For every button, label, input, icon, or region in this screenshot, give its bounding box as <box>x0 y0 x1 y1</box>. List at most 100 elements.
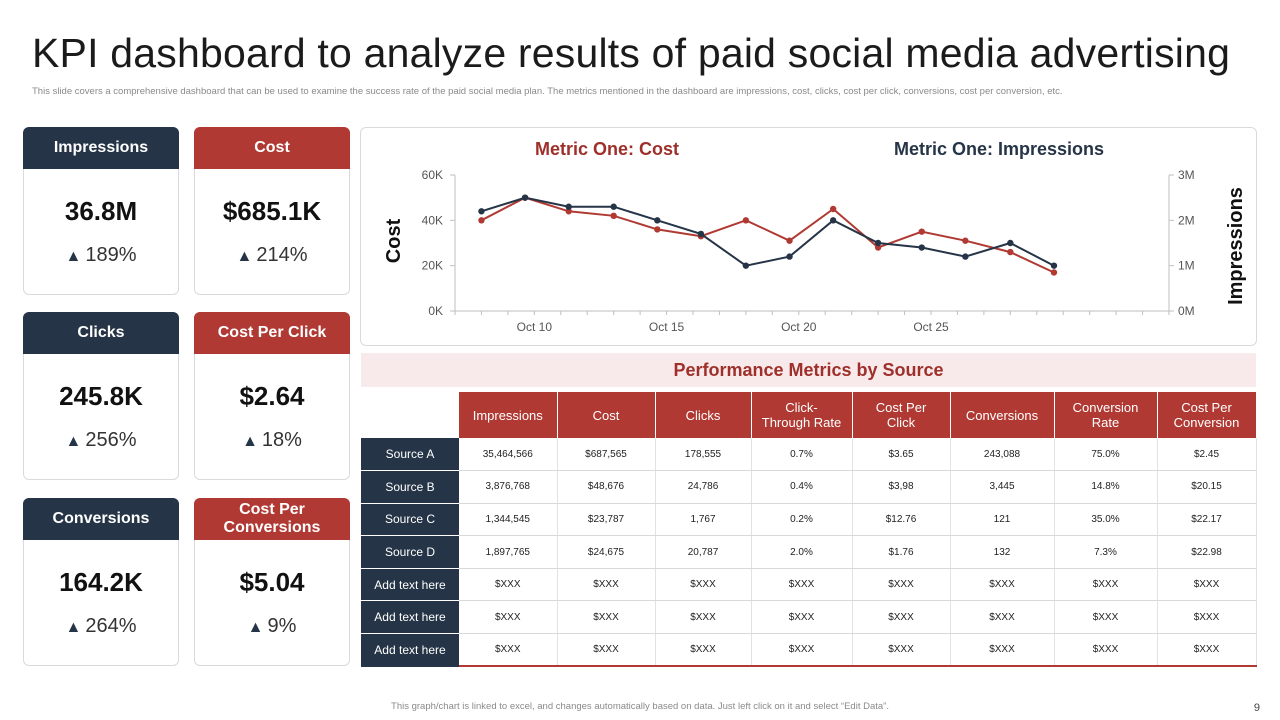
legend-impressions: Metric One: Impressions <box>894 139 1104 159</box>
data-point-impressions <box>521 194 529 201</box>
table-cell: 1,344,545 <box>459 503 558 537</box>
table-cell: $XXX <box>459 600 558 635</box>
table-cell: 0.7% <box>751 438 853 472</box>
table-cell: 35.0% <box>1054 503 1158 537</box>
x-tick-label: Oct 10 <box>517 320 553 334</box>
table-cell: $XXX <box>1054 568 1158 602</box>
table-cell: $XXX <box>852 633 951 668</box>
table-cell: $XXX <box>459 633 558 668</box>
kpi-value: $2.64 <box>239 381 305 411</box>
table-cell: 178,555 <box>655 438 752 472</box>
table-cell: $XXX <box>751 568 853 602</box>
x-tick-label: Oct 20 <box>781 320 817 334</box>
page-number: 9 <box>1253 702 1260 714</box>
table-cell: $XXX <box>557 568 656 602</box>
kpi-delta: ▲ 264% <box>24 615 178 638</box>
table-cell: 20,787 <box>655 535 752 569</box>
table-cell: $XXX <box>1157 568 1257 602</box>
table-cell: $22.17 <box>1157 503 1257 537</box>
table-cell: $687,565 <box>557 438 656 472</box>
kpi-delta-value: 189% <box>85 244 137 266</box>
x-tick-label: Oct 25 <box>913 320 949 334</box>
table-cell: $XXX <box>1157 633 1257 668</box>
up-arrow-icon: ▲ <box>242 433 258 450</box>
data-point-impressions <box>874 239 882 247</box>
kpi-label: Impressions <box>23 127 179 169</box>
table-cell: 1,767 <box>655 503 752 537</box>
y-right-tick-label: 0M <box>1178 304 1195 318</box>
data-point-impressions <box>697 230 705 238</box>
up-arrow-icon: ▲ <box>65 619 82 636</box>
table-cell: $XXX <box>557 633 656 668</box>
header-corner <box>361 392 459 438</box>
kpi-card-conversions: Conversions 164.2K ▲ 264% <box>23 498 179 666</box>
table-cell: $XXX <box>655 633 752 668</box>
table-cell: 132 <box>950 535 1055 569</box>
table-cell: 0.2% <box>751 503 853 537</box>
data-point-cost <box>610 212 617 219</box>
kpi-card-cost-per-click: Cost Per Click $2.64 ▲ 18% <box>194 312 350 480</box>
table-row: Add text here $XXX $XXX $XXX $XXX $XXX $XXX $XX… <box>361 568 1257 602</box>
up-arrow-icon: ▲ <box>65 433 82 450</box>
table-cell: 3,876,768 <box>459 470 558 504</box>
data-point-cost <box>1007 248 1014 256</box>
row-header: Source B <box>361 470 459 504</box>
table-row: Source A 35,464,566 $687,565 178,555 0.7% $3.… <box>361 438 1257 472</box>
data-point-cost <box>829 205 837 213</box>
table-header-row: Impressions Cost Clicks Click- Through R… <box>361 392 1257 438</box>
table-cell: $XXX <box>950 633 1055 668</box>
table-row: Source C 1,344,545 $23,787 1,767 0.2% $12.76 1… <box>361 503 1257 537</box>
series-line-cost <box>480 196 1055 274</box>
data-point-cost <box>1050 269 1058 276</box>
table-cell: $23,787 <box>557 503 656 537</box>
table-cell: $XXX <box>1054 600 1158 635</box>
table-cell: $XXX <box>950 600 1055 635</box>
x-tick-label: Oct 15 <box>649 320 685 334</box>
table-cell: 14.8% <box>1054 470 1158 504</box>
table-cell: $XXX <box>557 600 656 635</box>
kpi-label: Conversions <box>23 498 179 540</box>
kpi-delta: ▲ 18% <box>195 429 349 452</box>
kpi-delta: ▲ 256% <box>24 429 178 452</box>
table-cell: 35,464,566 <box>459 438 558 472</box>
data-point-impressions <box>829 217 837 224</box>
up-arrow-icon: ▲ <box>247 619 264 636</box>
table-cell: $3.65 <box>852 438 951 472</box>
table-cell: 0.4% <box>751 470 853 504</box>
table-cell: $XXX <box>1054 633 1158 668</box>
table-cell: $XXX <box>655 568 752 602</box>
kpi-label: Cost Per Click <box>194 312 350 354</box>
y-right-tick-label: 2M <box>1178 213 1195 227</box>
kpi-value: 164.2K <box>59 567 143 597</box>
column-header: Cost Per Conversion <box>1157 392 1257 438</box>
table-cell: $3,98 <box>852 470 951 504</box>
y-left-tick-label: 20K <box>422 259 443 273</box>
up-arrow-icon: ▲ <box>236 248 253 265</box>
table-cell: 121 <box>950 503 1055 537</box>
table-cell: $XXX <box>751 633 853 668</box>
kpi-label: Cost <box>194 127 350 169</box>
data-point-cost <box>962 237 969 244</box>
table-row: Source D 1,897,765 $24,675 20,787 2.0% $1.76 1… <box>361 535 1257 569</box>
y-left-tick-label: 60K <box>422 168 443 182</box>
table-cell: $XXX <box>1157 600 1257 635</box>
up-arrow-icon: ▲ <box>65 248 82 265</box>
column-header: Cost Per Click <box>852 392 951 438</box>
column-header: Click- Through Rate <box>751 392 853 438</box>
column-header: Conversions <box>950 392 1055 438</box>
data-point-impressions <box>1050 262 1058 269</box>
row-header: Source A <box>361 438 459 472</box>
chart-grid <box>450 174 1174 315</box>
table-cell: $48,676 <box>557 470 656 504</box>
table-cell: $XXX <box>655 600 752 635</box>
table-cell: $XXX <box>459 568 558 602</box>
legend-cost: Metric One: Cost <box>535 139 679 159</box>
cost-impressions-line-chart[interactable]: 0K 20K 40K 60K 0M 1M 2M 3M Oct 10 Oct 15 Oct 20 Oct… <box>361 128 1258 347</box>
table-cell: 75.0% <box>1054 438 1158 472</box>
column-header: Conversion Rate <box>1054 392 1158 438</box>
column-header: Clicks <box>655 392 752 438</box>
page-title: KPI dashboard to analyze results of paid… <box>32 30 1231 76</box>
table-cell: $2.45 <box>1157 438 1257 472</box>
kpi-delta-value: 256% <box>85 429 137 451</box>
table-cell: 24,786 <box>655 470 752 504</box>
